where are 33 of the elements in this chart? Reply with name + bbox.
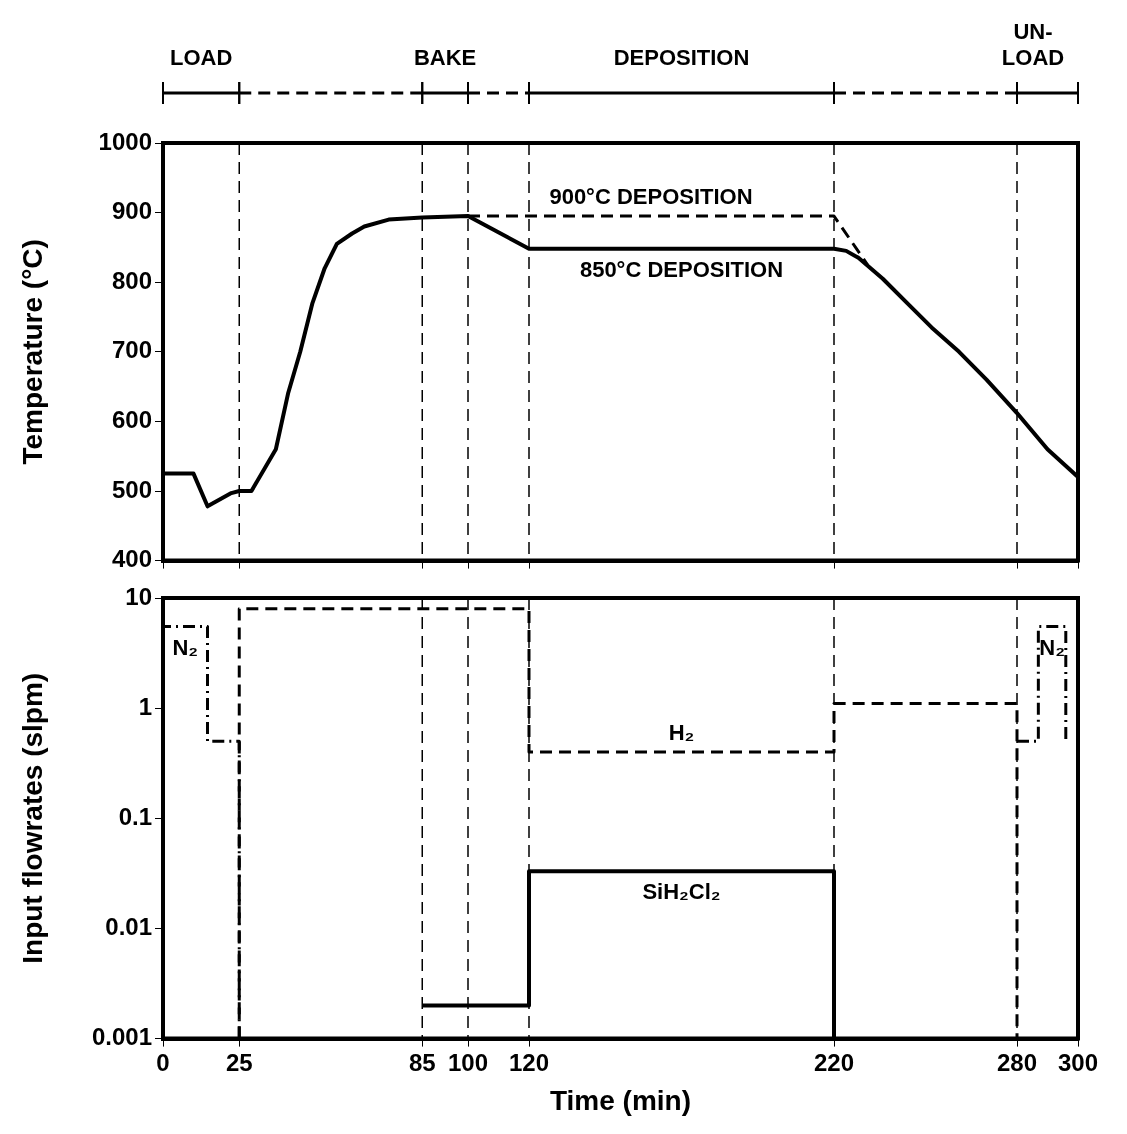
series-label: SiH₂Cl₂ <box>642 879 721 905</box>
x-tick-label: 280 <box>996 1048 1038 1076</box>
series-label: 900°C DEPOSITION <box>549 184 753 210</box>
text: LOAD <box>168 45 234 71</box>
y-tick-label: 500 <box>111 475 152 503</box>
series-label: H₂ <box>668 720 695 746</box>
y-axis-title: Temperature (°C) <box>16 239 48 465</box>
x-tick-label: 100 <box>447 1048 489 1076</box>
y-tick-label: 400 <box>111 545 152 573</box>
y-tick-label: 600 <box>111 406 152 434</box>
y-tick-label: 10 <box>125 582 152 610</box>
y-axis-title: Input flowrates (slpm) <box>16 672 48 964</box>
series-label: 850°C DEPOSITION <box>579 256 784 282</box>
x-tick-label: 220 <box>813 1048 855 1076</box>
text: N₂ <box>172 634 199 660</box>
series-label: N₂ <box>1039 634 1065 660</box>
text: BAKE <box>412 45 478 71</box>
x-tick-label: 0 <box>156 1048 170 1076</box>
y-tick-label: 0.001 <box>91 1023 152 1051</box>
x-axis-title: Time (min) <box>549 1084 692 1116</box>
text: DEPOSITION <box>612 45 751 71</box>
y-tick-label: 1 <box>138 692 152 720</box>
y-tick-label: 900 <box>111 197 152 225</box>
y-tick-label: 1000 <box>98 127 152 155</box>
text: UN-LOAD <box>1000 19 1066 71</box>
y-tick-label: 0.1 <box>118 802 152 830</box>
x-tick-label: 120 <box>508 1048 550 1076</box>
y-tick-label: 800 <box>111 266 152 294</box>
x-tick-label: 25 <box>225 1048 253 1076</box>
x-tick-label: 300 <box>1057 1048 1099 1076</box>
y-tick-label: 700 <box>111 336 152 364</box>
y-tick-label: 0.01 <box>105 913 152 941</box>
x-tick-label: 85 <box>408 1048 436 1076</box>
